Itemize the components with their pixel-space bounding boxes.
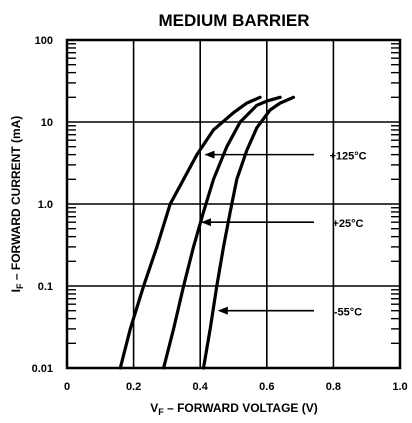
y-axis-label: IF – FORWARD CURRENT (mA) xyxy=(9,116,25,293)
y-tick-label: 100 xyxy=(35,35,53,47)
x-tick-label: 0.4 xyxy=(193,381,209,393)
annotation-label: -55°C xyxy=(334,307,362,319)
x-tick-label: 0.2 xyxy=(126,381,141,393)
annotation-label: +125°C xyxy=(329,151,366,163)
series-line xyxy=(162,95,282,370)
chart-title: MEDIUM BARRIER xyxy=(158,11,309,30)
x-tick-label: 0.6 xyxy=(259,381,274,393)
series-line xyxy=(118,95,262,370)
plot-frame xyxy=(65,38,402,370)
y-tick-label: 0.1 xyxy=(38,281,53,293)
y-tick-label: 10 xyxy=(41,117,53,129)
annotations: +125°C +25°C -55°C xyxy=(201,150,367,319)
x-axis-label: VF – FORWARD VOLTAGE (V) xyxy=(150,401,318,417)
grid xyxy=(66,39,401,369)
y-minor-ticks xyxy=(67,43,400,345)
y-tick-label: 0.01 xyxy=(32,363,53,375)
series-lines xyxy=(118,95,295,370)
series-line xyxy=(201,95,295,370)
tick-labels: 0 0.2 0.4 0.6 0.8 1.0 0.01 0.1 1.0 10 100 xyxy=(32,35,408,393)
annotation-label: +25°C xyxy=(332,218,363,230)
x-tick-label: 1.0 xyxy=(392,381,407,393)
y-tick-label: 1.0 xyxy=(38,199,53,211)
x-tick-label: 0 xyxy=(64,381,70,393)
x-tick-label: 0.8 xyxy=(326,381,341,393)
